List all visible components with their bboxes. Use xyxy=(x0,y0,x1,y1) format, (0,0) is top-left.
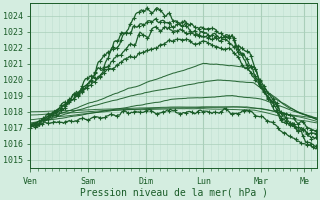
X-axis label: Pression niveau de la mer( hPa ): Pression niveau de la mer( hPa ) xyxy=(80,187,268,197)
